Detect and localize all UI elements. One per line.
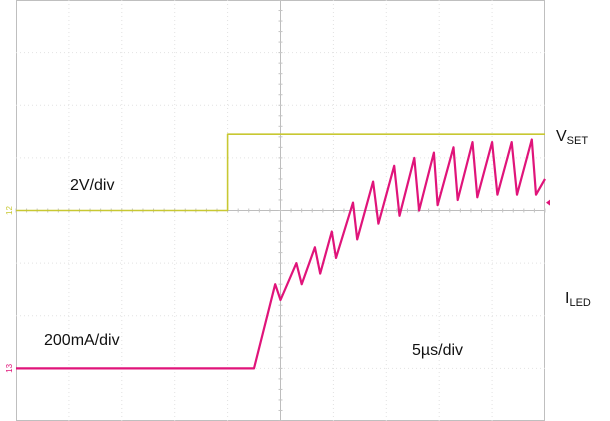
iled-series-label-main: I: [565, 290, 569, 307]
channel-marker-layer: 12 13: [5, 199, 550, 373]
iled-series-label: ILED: [565, 290, 591, 309]
vset-series-label-sub: SET: [567, 135, 589, 147]
trace-layer: [16, 133, 546, 370]
iled-channel-marker: 13: [5, 363, 14, 372]
vset-series-label: VSET: [556, 128, 588, 147]
timebase-label: 5µs/div: [412, 342, 463, 359]
vset-scale-label: 2V/div: [70, 177, 114, 194]
vset-trace: [16, 133, 545, 212]
iled-scale-label: 200mA/div: [44, 332, 120, 349]
iled-trigger-arrow: [546, 199, 550, 206]
iled-series-label-sub: LED: [569, 297, 590, 309]
iled-trace: [16, 138, 546, 370]
vset-channel-marker: 12: [5, 206, 14, 215]
vset-series-label-main: V: [556, 128, 567, 145]
